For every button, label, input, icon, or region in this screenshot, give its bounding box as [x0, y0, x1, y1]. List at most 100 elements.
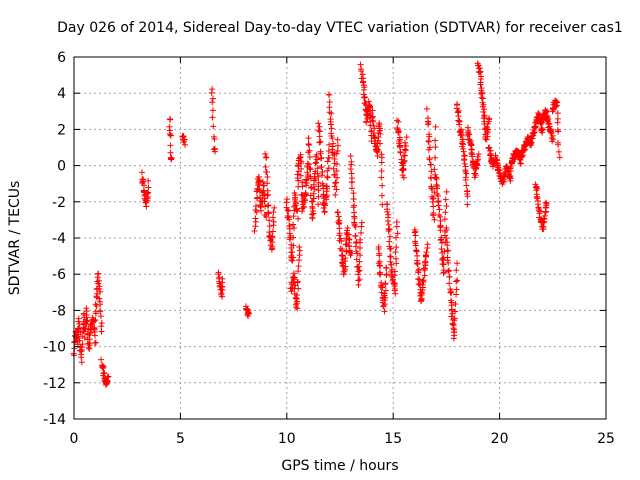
data-point	[414, 261, 421, 268]
data-point	[438, 245, 445, 252]
data-point	[348, 250, 355, 257]
data-point	[461, 157, 468, 164]
data-point	[450, 329, 457, 336]
data-point	[98, 319, 105, 326]
data-point	[101, 370, 108, 377]
x-tick-label: 25	[597, 431, 615, 447]
data-point	[487, 150, 494, 157]
data-point	[553, 102, 560, 109]
data-point	[542, 199, 549, 206]
data-point	[366, 104, 373, 111]
chart-title: Day 026 of 2014, Sidereal Day-to-day VTE…	[57, 20, 623, 36]
y-tick-label: -2	[52, 195, 66, 211]
data-point	[403, 134, 410, 141]
data-point	[289, 257, 296, 264]
data-point	[437, 237, 444, 244]
data-point	[145, 177, 152, 184]
data-point	[325, 148, 332, 155]
data-point	[209, 114, 216, 121]
data-point	[297, 172, 304, 179]
data-point	[453, 286, 460, 293]
data-point	[167, 142, 174, 149]
data-point	[266, 223, 273, 230]
data-point	[436, 206, 443, 213]
data-point	[95, 270, 102, 277]
data-point	[259, 178, 266, 185]
data-point	[379, 192, 386, 199]
data-point	[96, 295, 103, 302]
data-point	[384, 218, 391, 225]
data-point	[290, 270, 297, 277]
data-point	[298, 160, 305, 167]
data-point	[330, 165, 337, 172]
data-point	[448, 313, 455, 320]
data-point	[333, 167, 340, 174]
data-point	[326, 154, 333, 161]
x-tick-label: 0	[70, 431, 79, 447]
data-point	[422, 258, 429, 265]
data-point	[321, 200, 328, 207]
data-point	[369, 118, 376, 125]
y-tick-label: 4	[57, 86, 66, 102]
data-point	[359, 79, 366, 86]
data-point	[306, 153, 313, 160]
data-point	[395, 128, 402, 135]
data-point	[445, 259, 452, 266]
data-point	[461, 153, 468, 160]
y-tick-label: 0	[57, 159, 66, 175]
data-point	[352, 232, 359, 239]
data-point	[355, 271, 362, 278]
data-point	[294, 278, 301, 285]
data-point	[326, 91, 333, 98]
data-point	[555, 141, 562, 148]
data-point	[334, 142, 341, 149]
data-point	[402, 142, 409, 149]
data-point	[451, 315, 458, 322]
data-point	[81, 334, 88, 341]
data-point	[369, 107, 376, 114]
data-point	[290, 254, 297, 261]
data-point	[295, 257, 302, 264]
data-point	[346, 242, 353, 249]
data-point	[79, 341, 86, 348]
data-point	[257, 204, 264, 211]
data-point	[310, 207, 317, 214]
data-point	[444, 242, 451, 249]
data-point	[264, 202, 271, 209]
y-tick-label: 2	[57, 122, 66, 138]
data-point	[78, 359, 85, 366]
data-point	[140, 178, 147, 185]
data-point	[265, 209, 272, 216]
data-point	[333, 186, 340, 193]
data-point	[504, 164, 511, 171]
data-point	[392, 249, 399, 256]
data-point	[327, 121, 334, 128]
data-point	[347, 165, 354, 172]
data-point	[378, 289, 385, 296]
data-point	[98, 328, 105, 335]
data-point	[392, 290, 399, 297]
data-point	[321, 208, 328, 215]
data-point	[269, 233, 276, 240]
data-point	[361, 94, 368, 101]
data-point	[378, 154, 385, 161]
data-point	[313, 159, 320, 166]
data-point	[377, 130, 384, 137]
data-point	[269, 228, 276, 235]
data-point	[430, 209, 437, 216]
data-point	[211, 135, 218, 142]
data-point	[554, 119, 561, 126]
data-point	[356, 267, 363, 274]
data-point	[535, 207, 542, 214]
data-point	[264, 173, 271, 180]
data-point	[324, 167, 331, 174]
data-point	[307, 166, 314, 173]
data-point	[345, 231, 352, 238]
y-tick-label: -4	[52, 231, 66, 247]
data-point	[539, 223, 546, 230]
x-tick-label: 20	[491, 431, 509, 447]
data-point	[338, 238, 345, 245]
data-point	[458, 132, 465, 139]
data-point	[432, 123, 439, 130]
data-point	[332, 191, 339, 198]
